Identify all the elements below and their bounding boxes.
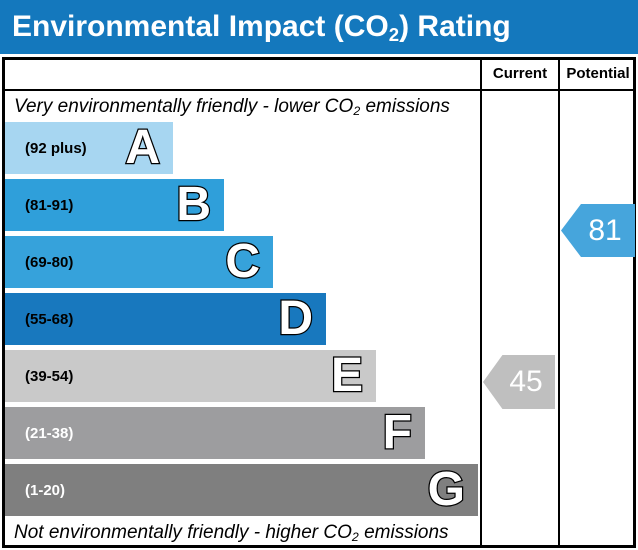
band-g: (1-20) G xyxy=(5,464,478,516)
bottom-note-subscript: 2 xyxy=(351,530,359,545)
band-range-label: (39-54) xyxy=(25,367,74,385)
band-letter: C xyxy=(224,235,261,288)
band-range-label: (1-20) xyxy=(25,481,66,499)
band-range-label: (55-68) xyxy=(25,310,74,328)
band-range-label: (92 plus) xyxy=(25,139,87,157)
band-f: (21-38) F xyxy=(5,407,425,459)
potential-column-separator xyxy=(558,57,560,548)
header-row-underline xyxy=(2,89,636,91)
band-c: (69-80) C xyxy=(5,236,273,288)
band-range-label: (69-80) xyxy=(25,253,74,271)
top-note-pre: Very environmentally friendly - lower CO xyxy=(14,96,354,117)
chart-title-text: Environmental Impact (CO2) Rating xyxy=(12,10,511,46)
potential-rating-arrow: 81 xyxy=(561,204,635,257)
band-letter: G xyxy=(426,463,466,516)
band-letter: E xyxy=(330,349,365,402)
chart-title-pre: Environmental Impact (CO xyxy=(12,10,389,43)
chart-title-post: ) Rating xyxy=(399,10,511,43)
potential-column-header: Potential xyxy=(566,65,630,82)
band-a: (92 plus) A xyxy=(5,122,173,174)
band-e: (39-54) E xyxy=(5,350,376,402)
band-range-label: (21-38) xyxy=(25,424,74,442)
chart-title-subscript: 2 xyxy=(388,24,400,46)
bottom-note-post: emissions xyxy=(358,522,449,543)
chart-table-frame xyxy=(2,57,636,548)
band-range-label: (81-91) xyxy=(25,196,74,214)
bottom-note-pre: Not environmentally friendly - higher CO xyxy=(14,522,352,543)
top-note: Very environmentally friendly - lower CO… xyxy=(14,96,450,118)
band-letter: A xyxy=(124,121,161,174)
band-letter: D xyxy=(277,292,314,345)
band-d: (55-68) D xyxy=(5,293,326,345)
top-note-subscript: 2 xyxy=(353,104,361,119)
chart-title-bar: Environmental Impact (CO2) Rating xyxy=(0,0,638,54)
band-b: (81-91) B xyxy=(5,179,224,231)
band-letter: B xyxy=(175,178,212,231)
current-column-header: Current xyxy=(492,65,548,82)
bottom-note: Not environmentally friendly - higher CO… xyxy=(14,522,449,544)
current-column-separator xyxy=(480,57,482,548)
band-letter: F xyxy=(381,406,413,459)
top-note-post: emissions xyxy=(360,96,450,117)
